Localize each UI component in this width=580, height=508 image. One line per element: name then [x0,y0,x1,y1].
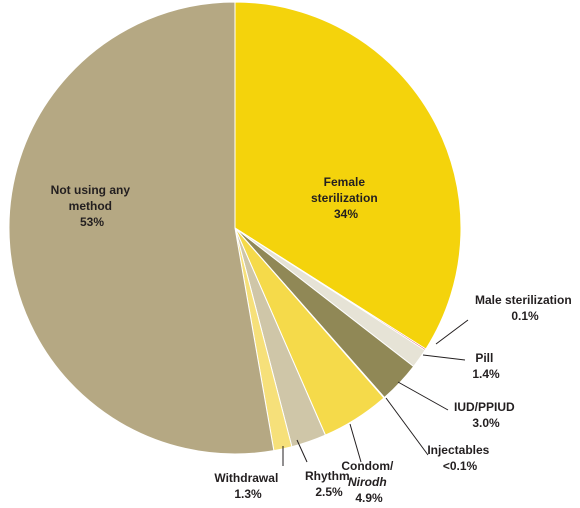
label-not-using-any-method: Not using any method 53% [51,183,134,229]
label-rhythm: Rhythm 2.5% [305,469,353,499]
leader-line-pill [422,354,466,361]
label-iud-ppiud: IUD/PPIUD 3.0% [454,400,518,430]
label-withdrawal: Withdrawal 1.3% [214,471,281,501]
pie-slice-0 [234,1,462,350]
leader-line-iud [397,381,449,411]
leader-line-injectables [385,397,429,456]
pie-slice-8 [8,1,275,455]
label-condom-nirodh: Condom/ Nirodh 4.9% [341,459,396,505]
leader-lines [282,319,469,466]
label-pill: Pill 1.4% [472,351,500,381]
label-female-sterilization: Female sterilization 34% [311,175,381,221]
label-male-sterilization: Male sterilization 0.1% [475,293,575,323]
pie-slices [8,1,462,455]
label-injectables: Injectables <0.1% [427,443,492,473]
leader-line-rhythm [296,439,308,463]
slice-labels: Female sterilization 34% Male sterilizat… [51,175,575,505]
leader-line-male-sterilization [435,319,469,345]
leader-line-condom [349,423,362,463]
